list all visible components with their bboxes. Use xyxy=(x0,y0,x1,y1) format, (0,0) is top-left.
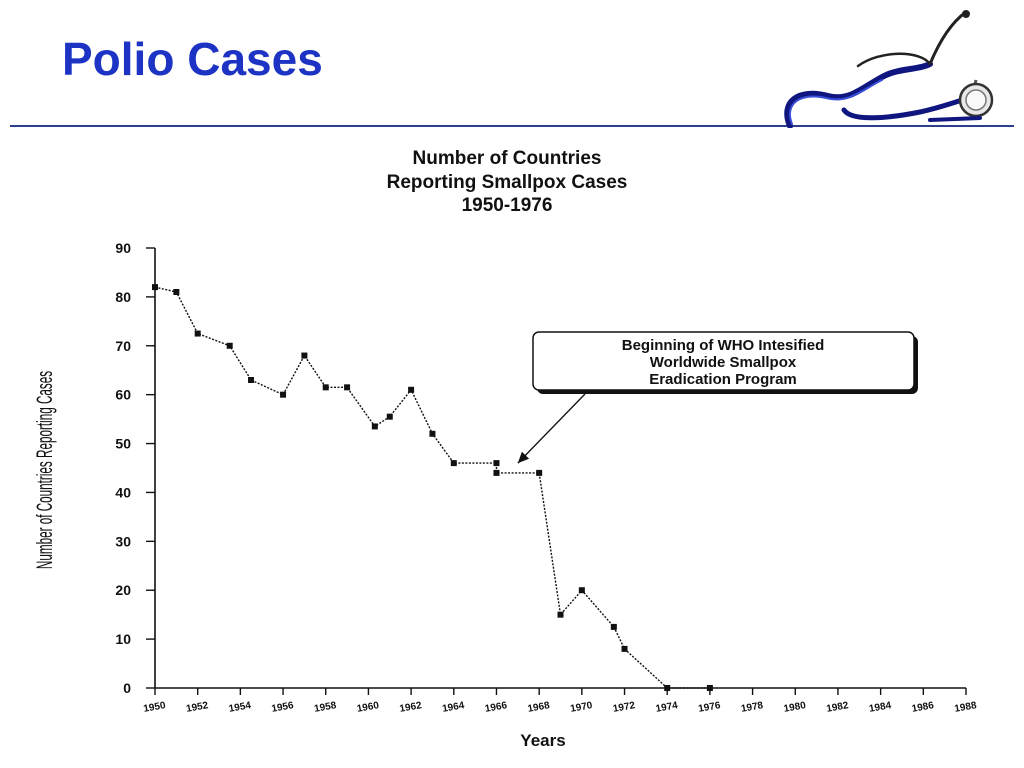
data-point xyxy=(408,386,415,393)
y-tick-label: 80 xyxy=(115,289,131,305)
x-tick-label: 1974 xyxy=(655,700,679,715)
data-point xyxy=(248,377,255,383)
data-point xyxy=(536,469,543,476)
data-point xyxy=(610,623,617,630)
x-tick-label: 1954 xyxy=(228,700,252,715)
data-point xyxy=(322,384,329,391)
y-tick-label: 40 xyxy=(115,484,131,500)
data-point xyxy=(301,352,308,359)
title-divider xyxy=(10,125,1014,127)
y-axis-label: Number of Countries Reporting Cases xyxy=(32,371,57,569)
data-point xyxy=(621,645,628,652)
chart-axes xyxy=(154,248,966,689)
data-point xyxy=(344,384,351,391)
chart-title-line-3: 1950-1976 xyxy=(462,195,553,216)
x-tick-label: 1972 xyxy=(612,700,636,715)
data-point xyxy=(280,391,287,398)
chart-title-line-2: Reporting Smallpox Cases xyxy=(387,172,628,193)
x-tick-label: 1980 xyxy=(783,700,807,715)
annotation-line-3: Eradication Program xyxy=(649,371,797,388)
data-point xyxy=(152,284,158,291)
data-point xyxy=(450,460,457,467)
x-tick-label: 1962 xyxy=(399,700,423,715)
x-tick-label: 1950 xyxy=(143,700,167,715)
x-tick-label: 1968 xyxy=(527,700,551,715)
x-tick-label: 1960 xyxy=(356,700,380,715)
y-tick-label: 20 xyxy=(115,582,131,598)
y-tick-label: 30 xyxy=(115,533,131,549)
data-point xyxy=(706,685,713,691)
x-tick-label: 1964 xyxy=(441,700,465,715)
x-axis-label: Years xyxy=(520,731,565,750)
annotation: Beginning of WHO Intesified Worldwide Sm… xyxy=(517,331,918,464)
data-point xyxy=(557,611,564,618)
x-tick-label: 1984 xyxy=(868,700,892,715)
stethoscope-icon xyxy=(784,10,994,128)
data-point xyxy=(371,423,378,430)
data-point xyxy=(194,330,201,337)
x-tick-label: 1956 xyxy=(271,700,295,715)
x-tick-label: 1966 xyxy=(484,700,508,715)
x-tick-label: 1958 xyxy=(313,700,337,715)
y-axis-ticks: 0 10 20 30 40 50 60 70 80 90 xyxy=(115,240,155,696)
slide-title: Polio Cases xyxy=(62,33,323,85)
data-point xyxy=(386,413,393,420)
annotation-arrow xyxy=(517,393,586,464)
y-tick-label: 0 xyxy=(123,680,131,696)
annotation-arrowhead xyxy=(517,451,530,464)
data-point xyxy=(664,685,671,691)
x-axis-ticks: 1950 1952 1954 1956 1958 1960 1962 1964 1966 1968… xyxy=(143,688,978,715)
data-point xyxy=(578,587,585,594)
y-tick-label: 10 xyxy=(115,631,131,647)
x-tick-label: 1978 xyxy=(740,700,764,715)
x-tick-label: 1976 xyxy=(698,700,722,715)
data-point xyxy=(493,469,500,476)
annotation-box xyxy=(532,331,915,391)
x-tick-label: 1970 xyxy=(569,700,593,715)
chart-title: Number of Countries Reporting Smallpox C… xyxy=(387,148,628,216)
x-tick-label: 1982 xyxy=(826,700,850,715)
data-point xyxy=(226,342,233,349)
y-tick-label: 60 xyxy=(115,387,131,403)
y-tick-label: 50 xyxy=(115,436,131,452)
y-tick-label: 90 xyxy=(115,240,131,256)
x-tick-label: 1988 xyxy=(954,700,978,715)
data-point xyxy=(429,430,436,437)
data-point xyxy=(173,289,180,295)
chart-title-line-1: Number of Countries xyxy=(413,148,602,169)
x-tick-label: 1986 xyxy=(911,700,935,715)
series-layer xyxy=(152,284,713,691)
annotation-line-2: Worldwide Smallpox xyxy=(650,354,797,371)
y-tick-label: 70 xyxy=(115,338,131,354)
annotation-line-1: Beginning of WHO Intesified xyxy=(622,337,825,354)
data-point xyxy=(493,460,500,467)
x-tick-label: 1952 xyxy=(185,700,209,715)
